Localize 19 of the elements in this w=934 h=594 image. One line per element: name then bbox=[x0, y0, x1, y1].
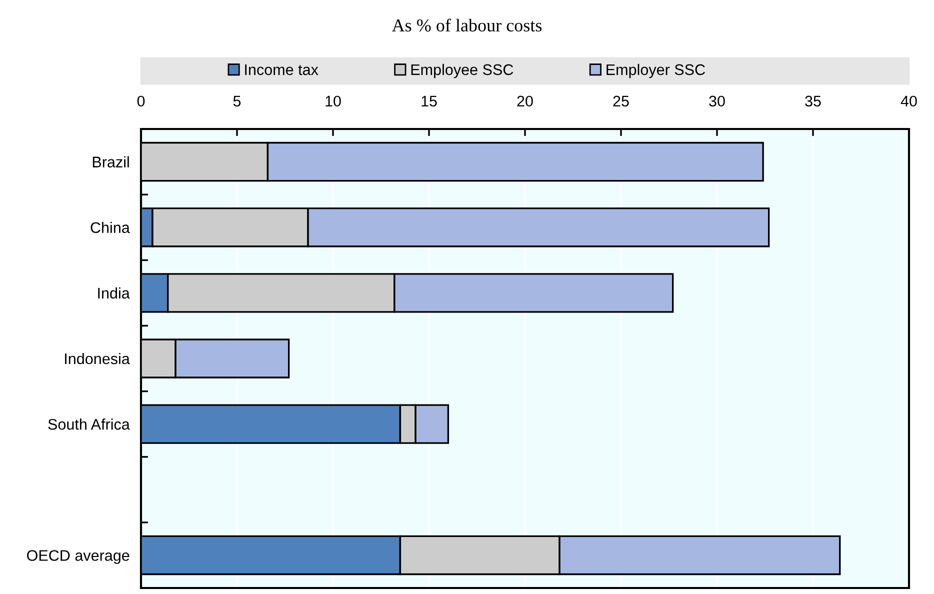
x-tick-label: 10 bbox=[326, 96, 341, 107]
x-tick-label: 25 bbox=[613, 96, 629, 107]
x-tick-label: 30 bbox=[709, 96, 725, 107]
legend-label: Employee SSC bbox=[411, 64, 514, 78]
x-tick-label: 35 bbox=[805, 96, 821, 107]
y-tick-label: OECD average bbox=[27, 550, 130, 564]
x-tick-label: 5 bbox=[233, 96, 241, 107]
x-tick-label: 20 bbox=[517, 96, 533, 107]
y-tick-label: Indonesia bbox=[65, 352, 130, 364]
x-tick-label: 40 bbox=[900, 96, 917, 107]
legend-label: Income tax bbox=[245, 64, 318, 76]
chart-title: As % of labour costs bbox=[392, 18, 542, 32]
x-tick-label: 0 bbox=[137, 96, 145, 107]
y-tick-label: South Africa bbox=[48, 418, 130, 430]
y-tick-label: India bbox=[98, 287, 130, 299]
y-tick-label: Brazil bbox=[92, 156, 129, 168]
legend-label: Employer SSC bbox=[606, 64, 705, 78]
y-tick-label: China bbox=[90, 222, 130, 234]
x-tick-label: 15 bbox=[422, 96, 437, 107]
